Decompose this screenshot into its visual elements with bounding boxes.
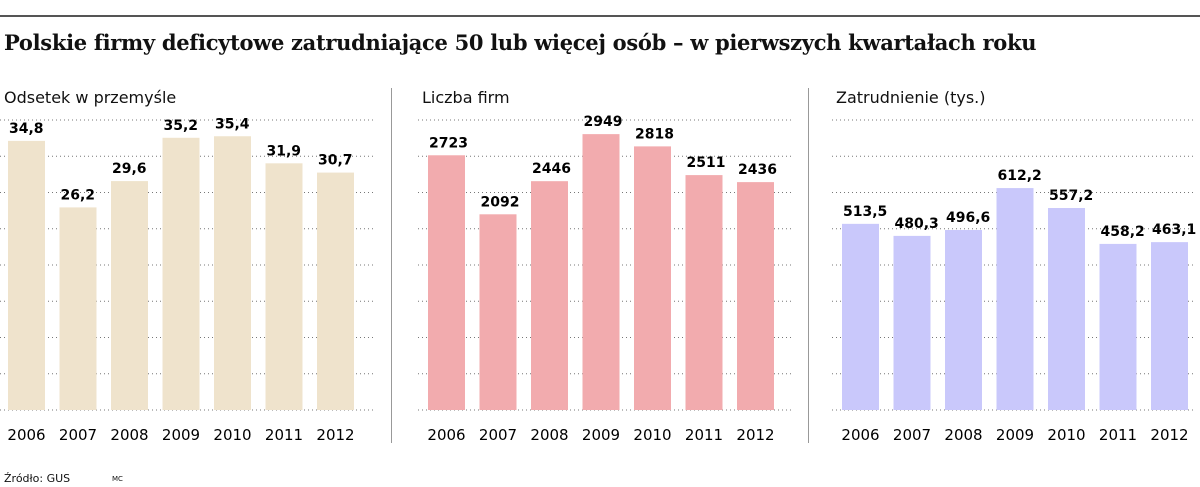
bar <box>214 136 251 411</box>
bar-chart-odsetek: 34,8 2006 26,2 2007 29,6 2008 35,2 2009 35,4 2010… <box>0 116 376 444</box>
x-tick-label: 2012 <box>1150 426 1188 444</box>
bar <box>737 182 774 410</box>
bar-chart-liczba-firm: 2723 2006 2092 2007 2446 2008 2949 2009 2818 2010… <box>418 114 794 444</box>
x-tick-label: 2010 <box>1047 426 1085 444</box>
x-tick-label: 2007 <box>479 426 517 444</box>
x-tick-label: 2006 <box>841 426 879 444</box>
x-tick-label: 2008 <box>110 426 148 444</box>
x-tick-label: 2009 <box>996 426 1034 444</box>
value-label: 2949 <box>584 114 623 130</box>
bar <box>162 137 200 410</box>
x-tick-label: 2011 <box>685 426 723 444</box>
chart-title: Polskie firmy deficytowe zatrudniające 5… <box>4 30 1037 55</box>
value-label: 463,1 <box>1152 222 1196 238</box>
bar <box>111 181 148 410</box>
value-label: 557,2 <box>1049 188 1093 204</box>
bar <box>634 146 671 410</box>
bar <box>1099 243 1137 410</box>
value-label: 2446 <box>532 161 571 177</box>
bar <box>8 140 45 410</box>
bar <box>842 223 879 410</box>
bar <box>582 134 620 411</box>
bar <box>1048 208 1085 410</box>
value-label: 480,3 <box>895 216 939 232</box>
x-tick-label: 2012 <box>736 426 774 444</box>
x-tick-label: 2006 <box>7 426 45 444</box>
value-label: 26,2 <box>61 187 96 203</box>
value-label: 29,6 <box>112 161 147 177</box>
x-tick-label: 2010 <box>633 426 671 444</box>
bar <box>265 163 303 410</box>
author-initials: MC <box>112 475 123 483</box>
value-label: 35,2 <box>164 118 199 134</box>
bar-chart-zatrudnienie: 513,5 2006 480,3 2007 496,6 2008 612,2 2009 557,… <box>832 119 1196 444</box>
x-tick-label: 2009 <box>162 426 200 444</box>
value-label: 2511 <box>687 155 726 171</box>
panel-title: Zatrudnienie (tys.) <box>836 88 986 107</box>
value-label: 2723 <box>429 135 468 151</box>
top-rule <box>0 15 1200 17</box>
value-label: 31,9 <box>267 143 302 159</box>
x-tick-label: 2008 <box>944 426 982 444</box>
value-label: 612,2 <box>998 168 1042 184</box>
bar <box>531 181 568 410</box>
x-tick-label: 2008 <box>530 426 568 444</box>
bar <box>685 175 723 410</box>
panel-odsetek: Odsetek w przemyśle 34,8 2006 26,2 2007 29,6… <box>0 80 380 450</box>
value-label: 34,8 <box>9 121 44 137</box>
value-label: 30,7 <box>318 153 353 169</box>
x-tick-label: 2009 <box>582 426 620 444</box>
value-label: 496,6 <box>946 210 990 226</box>
panel-zatrudnienie: Zatrudnienie (tys.) 513,5 2006 480,3 2007 49… <box>832 80 1200 450</box>
x-tick-label: 2010 <box>213 426 251 444</box>
x-tick-label: 2007 <box>59 426 97 444</box>
value-label: 2436 <box>738 162 777 178</box>
bar <box>1151 242 1188 410</box>
value-label: 458,2 <box>1101 224 1145 240</box>
value-label: 2092 <box>481 194 520 210</box>
panel-title: Liczba firm <box>422 88 510 107</box>
bar <box>893 235 931 410</box>
x-tick-label: 2011 <box>265 426 303 444</box>
panel-divider <box>391 88 392 443</box>
x-tick-label: 2011 <box>1099 426 1137 444</box>
bar <box>479 214 517 410</box>
x-tick-label: 2007 <box>893 426 931 444</box>
source-note: Źródło: GUS <box>4 472 71 485</box>
bar <box>317 172 354 410</box>
bar <box>945 229 982 410</box>
bar <box>996 188 1034 410</box>
x-tick-label: 2006 <box>427 426 465 444</box>
bar <box>59 207 97 410</box>
x-tick-label: 2012 <box>316 426 354 444</box>
bar <box>428 155 465 410</box>
panel-title: Odsetek w przemyśle <box>4 88 177 107</box>
panel-divider <box>808 88 809 443</box>
value-label: 513,5 <box>843 204 887 220</box>
value-label: 35,4 <box>215 116 250 132</box>
panel-liczba-firm: Liczba firm 2723 2006 2092 2007 2446 2008 2949… <box>418 80 798 450</box>
value-label: 2818 <box>635 126 674 142</box>
